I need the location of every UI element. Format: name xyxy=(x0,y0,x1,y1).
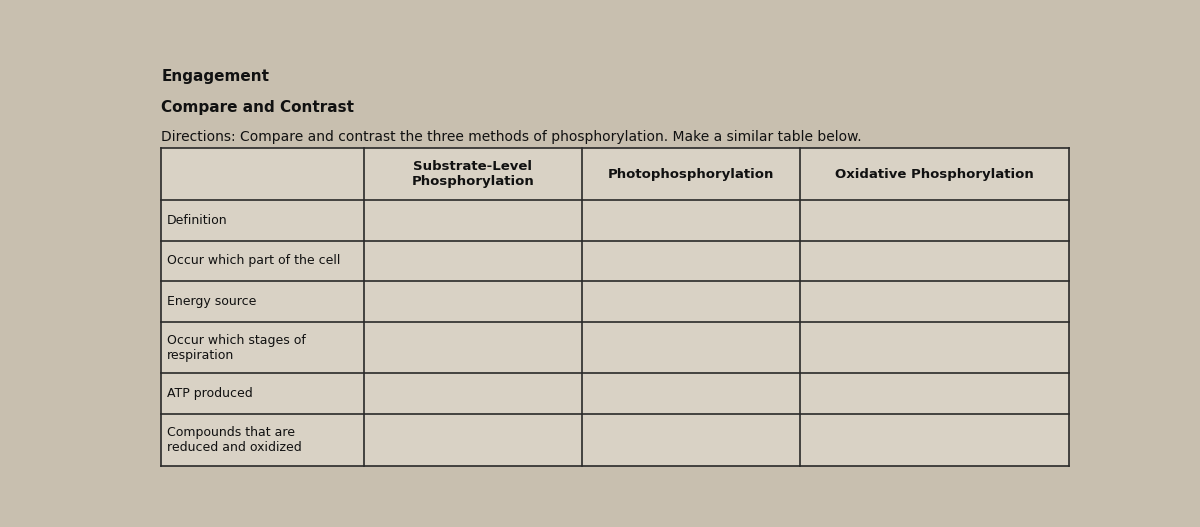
Text: Engagement: Engagement xyxy=(161,70,269,84)
Text: Photophosphorylation: Photophosphorylation xyxy=(608,168,774,181)
Bar xyxy=(161,149,1069,466)
Text: Compounds that are
reduced and oxidized: Compounds that are reduced and oxidized xyxy=(167,426,301,454)
Text: Energy source: Energy source xyxy=(167,295,256,308)
Text: Definition: Definition xyxy=(167,214,227,227)
Text: Occur which part of the cell: Occur which part of the cell xyxy=(167,255,340,268)
Text: ATP produced: ATP produced xyxy=(167,387,252,400)
Text: Substrate-Level
Phosphorylation: Substrate-Level Phosphorylation xyxy=(412,160,534,189)
Text: Compare and Contrast: Compare and Contrast xyxy=(161,100,354,115)
Text: Occur which stages of
respiration: Occur which stages of respiration xyxy=(167,334,306,362)
Text: Directions: Compare and contrast the three methods of phosphorylation. Make a si: Directions: Compare and contrast the thr… xyxy=(161,130,862,144)
Text: Oxidative Phosphorylation: Oxidative Phosphorylation xyxy=(835,168,1034,181)
